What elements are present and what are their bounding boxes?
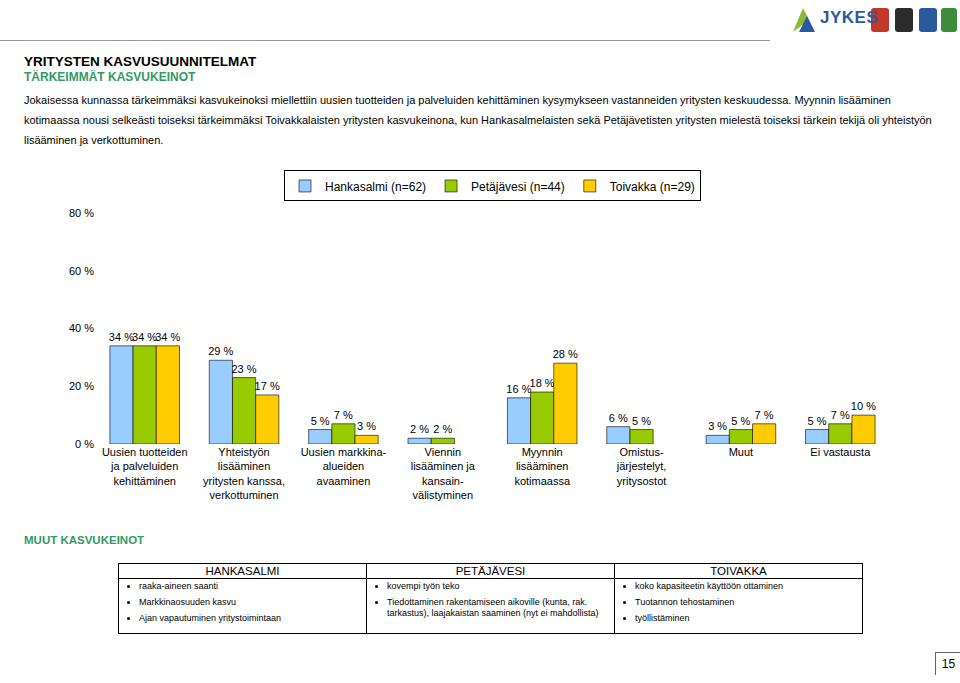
svg-text:Myynninlisääminenkotimaassa: Myynninlisääminenkotimaassa — [514, 446, 571, 487]
html-text:TÄRKEIMMÄT KASVUKEINOT: TÄRKEIMMÄT KASVUKEINOT — [24, 70, 196, 84]
svg-text:34 %: 34 % — [109, 331, 134, 343]
svg-text:23 %: 23 % — [231, 363, 256, 375]
svg-text:7 %: 7 % — [831, 409, 850, 421]
svg-text:5 %: 5 % — [731, 415, 750, 427]
html-text:MUUT KASVUKEINOT: MUUT KASVUKEINOT — [24, 534, 145, 546]
svg-text:6 %: 6 % — [609, 412, 628, 424]
svg-text:Toivakka (n=29): Toivakka (n=29) — [610, 180, 695, 194]
html-text:raaka-aineen saanti: raaka-aineen saanti — [139, 581, 219, 591]
svg-text:10 %: 10 % — [851, 400, 876, 412]
html-text:työllistäminen: työllistäminen — [635, 613, 690, 623]
svg-text:20 %: 20 % — [69, 380, 94, 392]
svg-text:3 %: 3 % — [708, 420, 727, 432]
svg-text:2 %: 2 % — [433, 423, 452, 435]
svg-text:0 %: 0 % — [75, 438, 94, 450]
svg-text:Yhteistyönlisääminenyritysten: Yhteistyönlisääminenyritysten kanssa,ver… — [203, 446, 285, 501]
svg-text:18 %: 18 % — [530, 377, 555, 389]
svg-text:3 %: 3 % — [357, 420, 376, 432]
svg-text:16 %: 16 % — [506, 383, 531, 395]
svg-text:5 %: 5 % — [808, 415, 827, 427]
svg-text:Ei vastausta: Ei vastausta — [810, 446, 871, 458]
svg-text:29 %: 29 % — [208, 345, 233, 357]
svg-text:Muut: Muut — [729, 446, 753, 458]
svg-text:5 %: 5 % — [632, 415, 651, 427]
svg-text:5 %: 5 % — [311, 415, 330, 427]
html-text:Tiedottaminen rakentamiseen ai: Tiedottaminen rakentamiseen aikoville (k… — [387, 597, 599, 618]
html-text:Jokaisessa kunnassa tärkeimmäk: Jokaisessa kunnassa tärkeimmäksi kasvuke… — [24, 94, 932, 146]
html-text:Ajan vapautuminen yritystoimin: Ajan vapautuminen yritystoimintaan — [139, 613, 282, 623]
svg-text:28 %: 28 % — [553, 348, 578, 360]
svg-text:Omistus-järjestelyt,yritysosto: Omistus-järjestelyt,yritysostot — [616, 446, 667, 487]
svg-text:Petäjävesi (n=44): Petäjävesi (n=44) — [471, 180, 565, 194]
svg-text:Uusien tuotteidenja palveluide: Uusien tuotteidenja palveluidenkehittämi… — [102, 446, 188, 487]
svg-text:34 %: 34 % — [132, 331, 157, 343]
html-text:Tuotannon tehostaminen: Tuotannon tehostaminen — [635, 597, 735, 607]
svg-text:60 %: 60 % — [69, 265, 94, 277]
svg-text:40 %: 40 % — [69, 322, 94, 334]
html-text:PETÄJÄVESI: PETÄJÄVESI — [455, 565, 526, 577]
html-text:JYKES: JYKES — [820, 8, 879, 27]
svg-text:34 %: 34 % — [155, 331, 180, 343]
svg-text:80 %: 80 % — [69, 207, 94, 219]
html-text:YRITYSTEN KASVUSUUNNITELMAT: YRITYSTEN KASVUSUUNNITELMAT — [24, 54, 257, 69]
html-text:Markkinaosuuden kasvu: Markkinaosuuden kasvu — [139, 597, 237, 607]
html-text:kovempi työn teko: kovempi työn teko — [387, 581, 460, 591]
svg-text:7 %: 7 % — [755, 409, 774, 421]
svg-text:Uusien markkina-alueidenavaami: Uusien markkina-alueidenavaaminen — [301, 446, 387, 487]
svg-text:7 %: 7 % — [334, 409, 353, 421]
svg-text:Vienninlisääminen jakansain-vä: Vienninlisääminen jakansain-välistyminen — [411, 446, 476, 501]
svg-text:17 %: 17 % — [255, 380, 280, 392]
html-text:15: 15 — [941, 657, 956, 671]
html-text:koko kapasiteetin käyttöön ott: koko kapasiteetin käyttöön ottaminen — [635, 581, 784, 591]
html-text:TOIVAKKA: TOIVAKKA — [710, 565, 767, 577]
svg-text:Hankasalmi (n=62): Hankasalmi (n=62) — [325, 180, 426, 194]
html-text:HANKASALMI: HANKASALMI — [205, 565, 280, 577]
svg-text:2 %: 2 % — [410, 423, 429, 435]
